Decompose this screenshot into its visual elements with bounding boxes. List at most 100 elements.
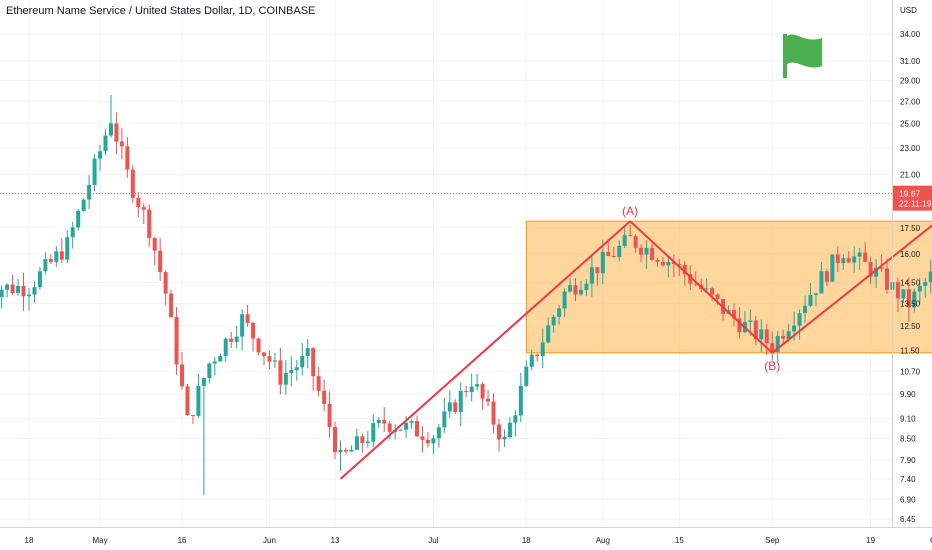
candle-body[interactable] <box>819 271 824 294</box>
candle-body[interactable] <box>584 283 589 290</box>
candle-body[interactable] <box>251 322 256 339</box>
candle-body[interactable] <box>382 419 387 424</box>
candle-body[interactable] <box>731 309 736 319</box>
candle-body[interactable] <box>917 285 922 292</box>
candle-body[interactable] <box>223 338 228 357</box>
candle-body[interactable] <box>387 423 392 432</box>
candle-body[interactable] <box>846 258 851 263</box>
candle-body[interactable] <box>141 207 146 210</box>
candle-body[interactable] <box>502 437 507 440</box>
candle-body[interactable] <box>655 259 660 262</box>
candle-body[interactable] <box>136 197 141 208</box>
candle-body[interactable] <box>27 294 31 297</box>
candle-body[interactable] <box>415 421 420 437</box>
candle-body[interactable] <box>622 235 627 246</box>
candle-body[interactable] <box>180 364 185 387</box>
candle-body[interactable] <box>425 439 430 444</box>
candle-body[interactable] <box>0 289 4 297</box>
candle-body[interactable] <box>283 373 288 385</box>
candle-body[interactable] <box>207 363 212 379</box>
candle-body[interactable] <box>589 267 594 284</box>
candle-body[interactable] <box>234 336 239 342</box>
wave-line[interactable] <box>629 220 773 354</box>
candle-body[interactable] <box>513 415 518 423</box>
candle-body[interactable] <box>349 449 354 452</box>
candle-body[interactable] <box>551 316 556 326</box>
candle-body[interactable] <box>436 427 441 439</box>
candle-body[interactable] <box>201 378 206 386</box>
candle-body[interactable] <box>32 287 37 295</box>
candle-body[interactable] <box>759 329 764 340</box>
candle-body[interactable] <box>21 285 26 297</box>
candle-body[interactable] <box>885 268 890 290</box>
candle-body[interactable] <box>660 261 665 266</box>
candle-body[interactable] <box>458 390 463 412</box>
candle-body[interactable] <box>272 360 277 362</box>
candle-body[interactable] <box>753 320 758 340</box>
candle-body[interactable] <box>10 284 15 293</box>
candle-body[interactable] <box>841 258 846 264</box>
candle-body[interactable] <box>119 141 124 147</box>
candle-body[interactable] <box>748 320 753 322</box>
candle-body[interactable] <box>261 352 266 357</box>
time-axis[interactable]: 18May16Jun13Jul18Aug15Sep19Oct17Nov14 <box>0 527 932 546</box>
candle-body[interactable] <box>70 227 75 238</box>
candle-body[interactable] <box>475 384 480 387</box>
candle-body[interactable] <box>650 247 655 260</box>
candle-body[interactable] <box>196 385 201 416</box>
candle-body[interactable] <box>546 325 551 343</box>
candle-body[interactable] <box>912 291 917 308</box>
candle-body[interactable] <box>923 282 928 286</box>
candle-body[interactable] <box>333 427 338 453</box>
candle-body[interactable] <box>617 245 622 257</box>
candle-body[interactable] <box>174 317 179 365</box>
candle-body[interactable] <box>792 325 797 332</box>
candle-body[interactable] <box>797 313 802 326</box>
candle-body[interactable] <box>327 403 332 428</box>
candle-body[interactable] <box>781 335 786 339</box>
candle-body[interactable] <box>611 255 616 257</box>
candle-body[interactable] <box>524 366 529 386</box>
candle-body[interactable] <box>420 436 425 440</box>
candle-body[interactable] <box>879 267 884 269</box>
candle-body[interactable] <box>573 285 578 295</box>
candle-body[interactable] <box>682 264 687 275</box>
candle-body[interactable] <box>540 342 545 357</box>
candle-body[interactable] <box>256 338 261 353</box>
candle-body[interactable] <box>322 390 327 404</box>
candle-body[interactable] <box>37 271 42 288</box>
candle-body[interactable] <box>169 293 174 318</box>
candle-body[interactable] <box>398 429 403 431</box>
candle-body[interactable] <box>212 361 217 364</box>
candle-body[interactable] <box>311 348 316 377</box>
candle-body[interactable] <box>289 370 294 374</box>
candle-body[interactable] <box>48 259 53 262</box>
candle-body[interactable] <box>868 261 873 277</box>
candle-body[interactable] <box>229 338 234 342</box>
candle-body[interactable] <box>786 331 791 339</box>
candle-body[interactable] <box>365 441 370 444</box>
candle-body[interactable] <box>562 291 567 309</box>
candle-body[interactable] <box>535 354 540 357</box>
candle-body[interactable] <box>453 402 458 412</box>
candle-body[interactable] <box>715 294 720 300</box>
candle-body[interactable] <box>108 123 113 136</box>
candle-body[interactable] <box>76 210 81 228</box>
candle-body[interactable] <box>360 436 365 444</box>
candle-body[interactable] <box>704 288 709 290</box>
wave-line[interactable] <box>339 220 631 480</box>
candle-body[interactable] <box>906 289 911 308</box>
candle-body[interactable] <box>409 421 414 423</box>
candle-body[interactable] <box>639 247 644 255</box>
candle-body[interactable] <box>447 402 452 412</box>
candle-body[interactable] <box>857 252 862 257</box>
candle-body[interactable] <box>87 184 92 200</box>
candle-body[interactable] <box>59 251 64 260</box>
candle-body[interactable] <box>152 238 157 251</box>
candle-body[interactable] <box>901 289 906 299</box>
candle-body[interactable] <box>92 158 97 185</box>
candle-body[interactable] <box>928 271 932 283</box>
candle-body[interactable] <box>486 398 491 402</box>
candle-body[interactable] <box>677 264 682 266</box>
